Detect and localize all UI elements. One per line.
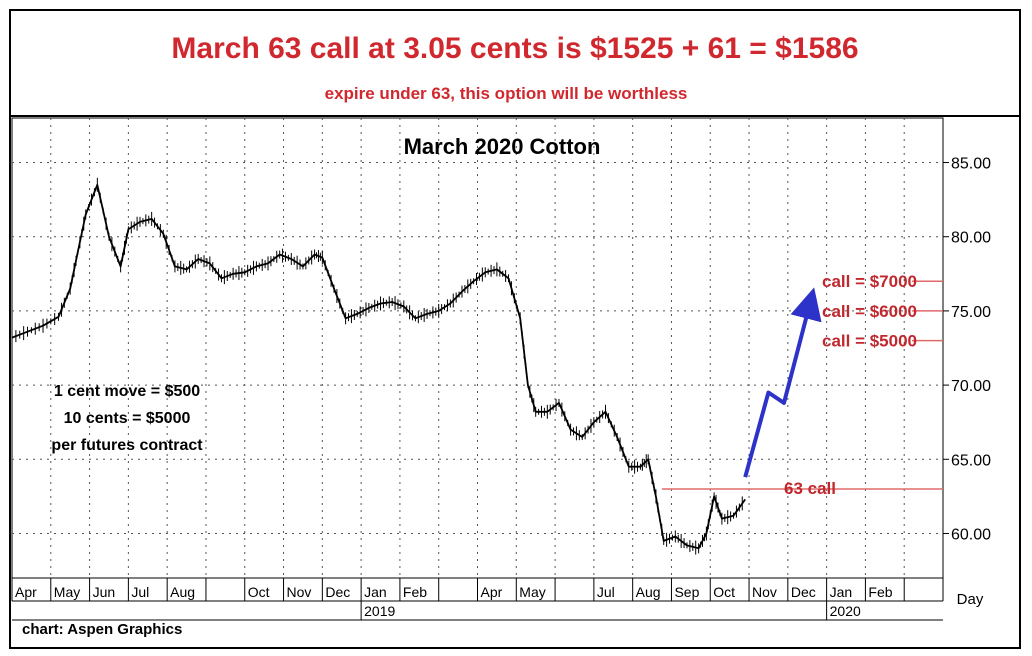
y-tick-label: 60.00 xyxy=(951,526,991,543)
x-tick-label: Jul xyxy=(131,584,149,600)
source-credit: chart: Aspen Graphics xyxy=(22,621,182,638)
call-level-label: call = $5000 xyxy=(822,332,917,351)
note-line: 1 cent move = $500 xyxy=(54,383,200,400)
x-axis: Apr May Jun Jul Aug Oct Nov Dec Jan Feb Apr May Jul A… xyxy=(11,578,944,621)
year-label: 2019 xyxy=(364,603,395,619)
year-label: 2020 xyxy=(830,603,861,619)
x-tick-label: Jul xyxy=(597,584,615,600)
note-line: 10 cents = $5000 xyxy=(64,410,191,427)
x-tick-label: Nov xyxy=(287,584,312,600)
gridlines xyxy=(12,118,943,578)
call-levels: call = $7000 call = $6000 call = $5000 xyxy=(822,272,943,351)
x-tick-label: Jan xyxy=(364,584,387,600)
x-axis-label: Day xyxy=(957,591,984,608)
x-tick-label: Dec xyxy=(791,584,816,600)
x-tick-label: May xyxy=(54,584,80,600)
headline: March 63 call at 3.05 cents is $1525 + 6… xyxy=(171,32,858,65)
chart-title: March 2020 Cotton xyxy=(404,134,601,159)
chart-frame xyxy=(9,115,1021,649)
x-tick-label: Feb xyxy=(403,584,427,600)
x-tick-label: Aug xyxy=(636,584,661,600)
y-tick-label: 65.00 xyxy=(951,452,991,469)
x-tick-label: Jun xyxy=(93,584,116,600)
price-series xyxy=(11,177,746,555)
x-tick-label: Apr xyxy=(481,584,503,600)
contract-note: 1 cent move = $500 10 cents = $5000 per fu… xyxy=(51,383,203,454)
x-tick-label: Oct xyxy=(713,584,735,600)
x-tick-label: Feb xyxy=(868,584,892,600)
y-axis: 85.00 80.00 75.00 70.00 65.00 60.00 xyxy=(943,156,991,543)
strike-label: 63 call xyxy=(784,479,836,498)
y-tick-label: 70.00 xyxy=(951,378,991,395)
header-frame xyxy=(9,9,1021,117)
x-tick-label: Jan xyxy=(830,584,853,600)
call-level-label: call = $7000 xyxy=(822,272,917,291)
x-tick-label: Sep xyxy=(674,584,699,600)
x-tick-label: Nov xyxy=(752,584,777,600)
x-tick-label: Apr xyxy=(15,584,37,600)
projection-arrow xyxy=(743,287,822,478)
y-tick-label: 75.00 xyxy=(951,304,991,321)
note-line: per futures contract xyxy=(51,437,203,454)
x-tick-label: Aug xyxy=(170,584,195,600)
x-tick-label: May xyxy=(519,584,545,600)
y-tick-label: 85.00 xyxy=(951,156,991,173)
y-tick-label: 80.00 xyxy=(951,230,991,247)
call-level-label: call = $6000 xyxy=(822,302,917,321)
x-tick-label: Dec xyxy=(325,584,350,600)
x-tick-label: Oct xyxy=(248,584,270,600)
subline: expire under 63, this option will be wor… xyxy=(325,84,688,103)
